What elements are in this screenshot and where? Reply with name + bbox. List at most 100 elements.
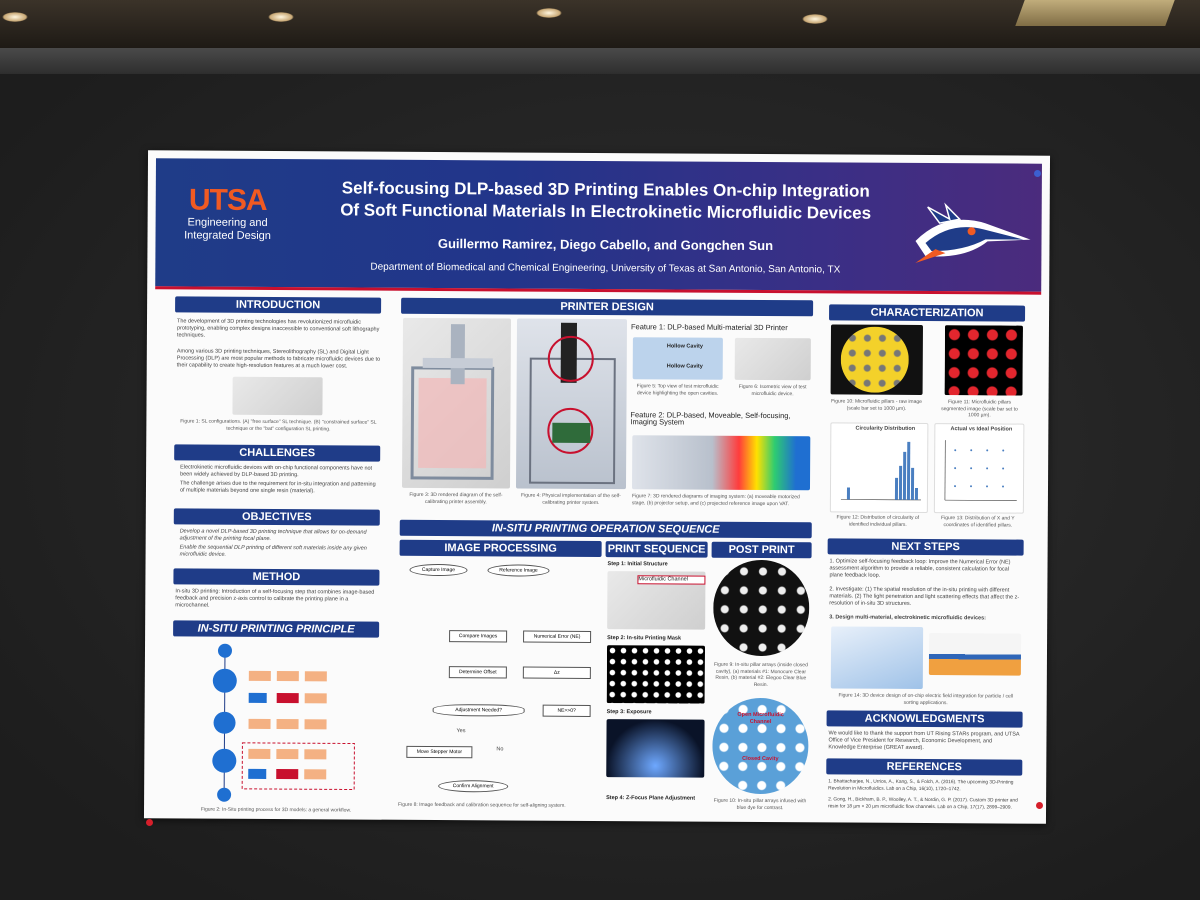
- determine-offset-node: Determine Offset: [448, 666, 507, 679]
- no-label: No: [496, 746, 504, 753]
- feature-1-label: Feature 1: DLP-based Multi-material 3D P…: [630, 322, 788, 333]
- figure-caption: Figure 14: 3D device design of on-chip e…: [838, 692, 1014, 706]
- compare-images-node: Compare Images: [449, 630, 508, 643]
- ceiling-light: [536, 8, 562, 18]
- utsa-logo: UTSA Engineering and Integrated Design: [184, 183, 271, 243]
- figure-caption: Figure 8: Image feedback and calibration…: [398, 801, 566, 809]
- poster-banner: UTSA Engineering and Integrated Design S…: [155, 158, 1042, 295]
- image-processing-heading: IMAGE PROCESSING: [399, 539, 602, 558]
- figure-caption: Figure 12: Distribution of circularity o…: [836, 514, 920, 528]
- figure-caption: Figure 13: Distribution of X and Y coord…: [941, 515, 1015, 529]
- roadrunner-mascot-icon: [915, 202, 1031, 263]
- figure-caption: Figure 4: Physical implementation of the…: [521, 492, 621, 506]
- printer-photo-figure: [515, 318, 628, 490]
- objectives-bullet: Enable the sequential DLP printing of di…: [179, 544, 367, 558]
- raw-pillar-disc: [840, 326, 909, 393]
- electrode-design-figure: [928, 633, 1022, 676]
- position-scatter-points: [944, 440, 1017, 501]
- ne-check-node: NE>>0?: [542, 704, 591, 717]
- challenges-heading: CHALLENGES: [174, 444, 381, 462]
- confirm-alignment-node: Confirm Alignment: [438, 780, 509, 793]
- challenges-bullet: The challenge arises due to the requirem…: [179, 480, 376, 495]
- adjustment-needed-node: Adjustment Needed?: [432, 704, 525, 717]
- circularity-chart: Circularity Distribution: [829, 422, 929, 514]
- capture-image-node: Capture Image: [409, 563, 468, 577]
- figure-caption: Figure 5: Top view of test microfluidic …: [636, 383, 719, 397]
- next-step-item: 2. Investigate: (1) The spatial resoluti…: [829, 586, 1020, 607]
- yes-label: Yes: [456, 728, 466, 735]
- push-pin-icon: [146, 819, 153, 826]
- figure-caption: Figure 10: In-situ pillar arrays infused…: [713, 797, 807, 811]
- challenges-bullet: Electrokinetic microfluidic devices with…: [180, 464, 373, 479]
- principle-heading: IN-SITU PRINTING PRINCIPLE: [173, 620, 380, 638]
- characterization-heading: CHARACTERIZATION: [829, 304, 1026, 322]
- step-3-label: Step 3: Exposure: [606, 709, 652, 716]
- figure-caption: Figure 7: 3D rendered diagrams of imagin…: [631, 493, 800, 507]
- device-design-figure: [830, 626, 924, 689]
- acknowledgments-heading: ACKNOWLEDGMENTS: [826, 710, 1023, 728]
- printer-render-figure: [401, 317, 512, 489]
- step-1-image: Microfluidic Channel: [607, 571, 706, 630]
- introduction-text: Among various 3D printing techniques, St…: [176, 348, 381, 370]
- next-step-item: 1. Optimize self-focusing feedback loop:…: [829, 558, 1011, 579]
- reference-item: 2. Gong, H., Bickham, B. P., Woolley, A.…: [828, 797, 1018, 811]
- ceiling: [0, 0, 1200, 48]
- next-step-item: 3. Design multi-material, electrokinetic…: [829, 614, 987, 622]
- step-3-exposure-image: [606, 719, 705, 778]
- figure-caption: Figure 3: 3D rendered diagram of the sel…: [409, 491, 503, 505]
- move-stepper-node: Move Stepper Motor: [406, 745, 473, 759]
- next-steps-heading: NEXT STEPS: [827, 538, 1024, 556]
- references-heading: REFERENCES: [826, 758, 1023, 776]
- test-device-top-figure: Hollow Cavity Hollow Cavity: [632, 337, 723, 380]
- dz-node: Δz: [522, 666, 591, 679]
- figure-caption: Figure 1: SL configurations. (A) "free s…: [180, 418, 377, 432]
- figure-caption: Figure 9: In-situ pillar arrays (inside …: [713, 661, 808, 688]
- introduction-heading: INTRODUCTION: [175, 296, 382, 314]
- objectives-heading: OBJECTIVES: [173, 508, 380, 526]
- ceiling-light: [802, 14, 828, 24]
- poster-title: Self-focusing DLP-based 3D Printing Enab…: [340, 178, 872, 223]
- objectives-bullet: Develop a novel DLP-based 3D printing te…: [179, 528, 367, 543]
- circularity-bars: [840, 441, 921, 501]
- method-heading: METHOD: [173, 568, 380, 586]
- acknowledgments-text: We would like to thank the support from …: [828, 730, 1020, 752]
- ceiling-light-panel: [1015, 0, 1175, 26]
- printer-photo-drawing: [529, 322, 616, 485]
- in-situ-workflow-diagram: [212, 643, 355, 802]
- position-scatter-chart: Actual vs Ideal Position: [933, 423, 1025, 514]
- method-text: In-situ 3D printing: Introduction of a s…: [175, 588, 375, 609]
- step-2-label: Step 2: In-situ Printing Mask: [607, 635, 682, 642]
- ceiling-light: [2, 12, 28, 22]
- printer-render-drawing: [410, 324, 495, 480]
- reference-image-node: Reference Image: [487, 564, 550, 577]
- imaging-system-figure: [631, 435, 811, 491]
- introduction-text: The development of 3D printing technolog…: [176, 318, 380, 339]
- reference-item: 1. Bhattacharjee, N., Urrios, A., Kang, …: [828, 779, 1014, 793]
- figure-caption: Figure 11: Microfluidic pillars segmente…: [941, 399, 1018, 419]
- sl-configuration-figure: [232, 376, 323, 416]
- figure-caption: Figure 6: Isometric view of test microfl…: [738, 383, 807, 397]
- figure-caption: Figure 10: Microfluidic pillars - raw im…: [831, 398, 922, 412]
- board-rail: [0, 48, 1200, 74]
- poster-department: Department of Biomedical and Chemical En…: [370, 261, 841, 276]
- segmented-pillar-image: [944, 325, 1023, 396]
- numerical-error-node: Numerical Error (NE): [523, 630, 592, 643]
- sequence-heading: IN-SITU PRINTING OPERATION SEQUENCE: [399, 519, 812, 539]
- step-1-label: Step 1: Initial Structure: [607, 561, 668, 568]
- research-poster: UTSA Engineering and Integrated Design S…: [143, 150, 1051, 824]
- blue-dye-pillar-image: Open Microfluidic Channel Closed Cavity: [712, 697, 809, 795]
- push-pin-icon: [1036, 802, 1043, 809]
- step-2-mask-image: [606, 645, 706, 704]
- printer-design-heading: PRINTER DESIGN: [401, 297, 814, 317]
- push-pin-icon: [1034, 170, 1041, 177]
- raw-pillar-image: [830, 324, 923, 395]
- figure-caption: Figure 2: In-Situ printing process for 3…: [200, 806, 352, 814]
- test-device-iso-figure: [734, 337, 811, 381]
- ceiling-light: [268, 12, 294, 22]
- step-4-label: Step 4: Z-Focus Plane Adjustment: [606, 795, 696, 802]
- poster-authors: Guillermo Ramirez, Diego Cabello, and Go…: [437, 236, 774, 254]
- feature-2-label: Feature 2: DLP-based, Moveable, Self-foc…: [630, 410, 791, 427]
- print-sequence-heading: PRINT SEQUENCE: [605, 541, 708, 558]
- post-print-heading: POST PRINT: [711, 541, 812, 559]
- pillar-array-image: [712, 559, 810, 657]
